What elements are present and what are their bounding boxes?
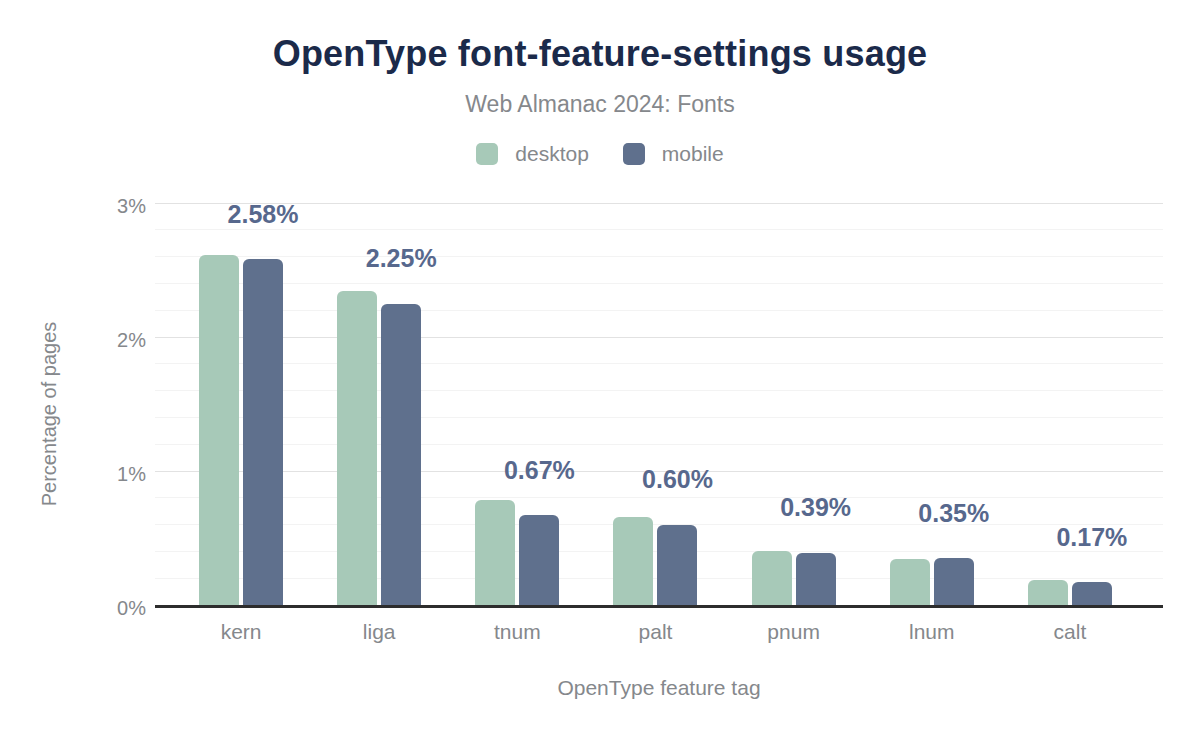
bar-group-liga: 2.25%	[310, 206, 448, 605]
bar-annotation: 0.17%	[1056, 524, 1127, 552]
bar-mobile-tnum	[519, 515, 559, 605]
bar-desktop-lnum	[890, 559, 930, 605]
bar-desktop-pnum	[752, 551, 792, 605]
bar-mobile-pnum	[796, 553, 836, 605]
legend-item-desktop: desktop	[476, 142, 589, 166]
bar-group-palt: 0.60%	[586, 206, 724, 605]
y-tick-label: 1%	[0, 462, 146, 486]
bar-annotation: 2.58%	[228, 201, 299, 229]
bar-group-calt: 0.17%	[1001, 206, 1139, 605]
bar-group-kern: 2.58%	[172, 206, 310, 605]
bar-annotation: 0.39%	[780, 494, 851, 522]
legend-swatch-mobile-icon	[623, 143, 645, 165]
bars-layer: 2.58% 2.25% 0.67% 0.60% 0.39% 0.35% 0.17%	[172, 206, 1139, 605]
legend-label: desktop	[515, 142, 589, 166]
x-axis-title: OpenType feature tag	[155, 676, 1163, 700]
chart-title: OpenType font-feature-settings usage	[0, 33, 1200, 75]
x-tick-label-lnum: lnum	[863, 620, 1001, 644]
bar-mobile-calt	[1072, 582, 1112, 605]
bar-annotation: 0.35%	[918, 500, 989, 528]
bar-desktop-kern	[199, 255, 239, 605]
y-axis-ticks: 0%1%2%3%	[0, 206, 146, 608]
plot-area: 2.58% 2.25% 0.67% 0.60% 0.39% 0.35% 0.17%	[155, 206, 1163, 608]
bar-group-tnum: 0.67%	[448, 206, 586, 605]
bar-annotation: 0.60%	[642, 466, 713, 494]
x-tick-label-kern: kern	[172, 620, 310, 644]
bar-annotation: 2.25%	[366, 245, 437, 273]
bar-mobile-palt	[657, 525, 697, 605]
y-tick-label: 3%	[0, 194, 146, 218]
gridline	[155, 203, 1163, 204]
bar-group-lnum: 0.35%	[863, 206, 1001, 605]
x-tick-label-liga: liga	[310, 620, 448, 644]
y-tick-label: 2%	[0, 328, 146, 352]
bar-desktop-tnum	[475, 500, 515, 605]
x-axis-ticks: kernligatnumpaltpnumlnumcalt	[172, 620, 1139, 644]
bar-desktop-palt	[613, 517, 653, 605]
legend-swatch-desktop-icon	[476, 143, 498, 165]
bar-annotation: 0.67%	[504, 457, 575, 485]
bar-mobile-liga	[381, 304, 421, 606]
bar-desktop-calt	[1028, 580, 1068, 605]
x-tick-label-palt: palt	[586, 620, 724, 644]
x-tick-label-calt: calt	[1001, 620, 1139, 644]
legend-item-mobile: mobile	[623, 142, 724, 166]
x-tick-label-pnum: pnum	[725, 620, 863, 644]
bar-desktop-liga	[337, 291, 377, 605]
legend: desktop mobile	[0, 142, 1200, 166]
bar-mobile-lnum	[934, 558, 974, 605]
chart-figure: OpenType font-feature-settings usage Web…	[0, 0, 1200, 742]
bar-mobile-kern	[243, 259, 283, 605]
y-tick-label: 0%	[0, 596, 146, 620]
chart-subtitle: Web Almanac 2024: Fonts	[0, 91, 1200, 118]
x-tick-label-tnum: tnum	[448, 620, 586, 644]
legend-label: mobile	[662, 142, 724, 166]
bar-group-pnum: 0.39%	[725, 206, 863, 605]
